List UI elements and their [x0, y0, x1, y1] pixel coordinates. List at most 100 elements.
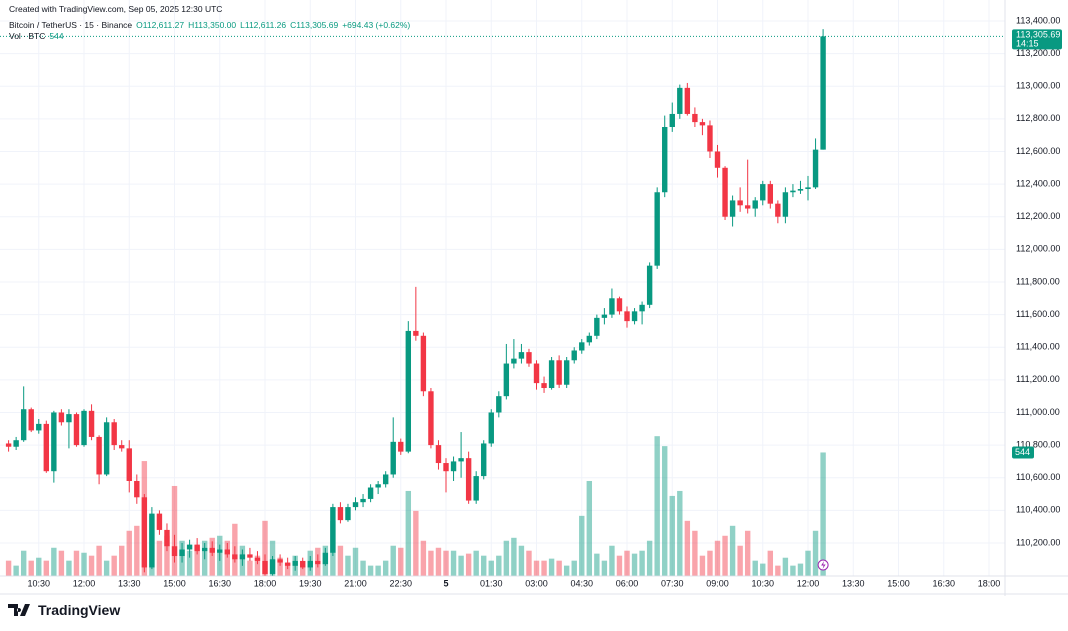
volume-bar [646, 540, 653, 576]
volume-bar [367, 565, 374, 576]
candle-body [767, 184, 774, 204]
volume-bar [20, 550, 27, 576]
candle-body [239, 554, 246, 560]
volume-bar [714, 540, 721, 576]
y-tick-label: 111,000.00 [1016, 407, 1060, 417]
volume-bar [563, 565, 570, 576]
y-tick-label: 111,400.00 [1016, 342, 1060, 352]
volume-bar [360, 560, 366, 576]
volume-bar [300, 565, 306, 576]
created-line: Created with TradingView.com, Sep 05, 20… [9, 4, 410, 15]
volume-bar [639, 550, 645, 576]
volume-bar [194, 545, 200, 576]
volume-bar [767, 550, 774, 576]
candle-body [209, 547, 215, 553]
volume-bar [156, 540, 163, 576]
volume-bar [345, 555, 351, 576]
logo-icon [8, 604, 30, 616]
volume-bar [119, 545, 125, 576]
candle-body [435, 445, 442, 464]
candle-body [601, 314, 608, 318]
volume-bar [186, 550, 193, 576]
volume-bar [707, 550, 713, 576]
volume-bar [73, 550, 80, 576]
volume-bar [405, 490, 412, 576]
candle-body [488, 412, 494, 444]
candle-body [81, 410, 87, 446]
volume-bar [752, 560, 758, 576]
candle-body [292, 560, 298, 566]
volume-bar [503, 540, 510, 576]
candle-body [458, 458, 464, 462]
x-tick-label: 04:30 [570, 578, 593, 588]
volume-bar [66, 560, 72, 576]
volume-bar [760, 563, 766, 576]
candle-body [526, 352, 532, 364]
candle-body [729, 200, 736, 217]
candle-body [13, 440, 19, 447]
logo: TradingView [8, 602, 120, 618]
volume-bar [594, 553, 600, 576]
volume-bar [601, 560, 608, 576]
y-tick-label: 112,400.00 [1016, 178, 1060, 188]
candle-body [413, 330, 419, 336]
x-tick-label: 13:30 [842, 578, 865, 588]
volume-bar [684, 520, 691, 576]
candle-body [352, 502, 359, 508]
candle-body [797, 188, 804, 191]
candle-body [503, 363, 510, 397]
volume-bar [820, 452, 826, 576]
candle-body [360, 498, 366, 503]
candle-body [51, 412, 57, 472]
created-note: Created with TradingView.com, Sep 05, 20… [9, 4, 223, 14]
volume-bar [609, 545, 615, 576]
candle-body [677, 87, 683, 114]
ohlc-open: O112,611.27 [136, 20, 185, 30]
candle-body [579, 342, 585, 351]
volume-bar [729, 525, 736, 576]
candle-body [330, 507, 336, 553]
x-tick-label: 19:30 [299, 578, 322, 588]
volume-bar [111, 555, 117, 576]
x-tick-label: 22:30 [389, 578, 412, 588]
volume-bar [209, 537, 215, 576]
volume-bar [465, 553, 472, 576]
y-tick-label: 110,200.00 [1016, 537, 1060, 547]
x-tick-label: 15:00 [887, 578, 910, 588]
volume-bar [458, 555, 464, 576]
candle-body [533, 363, 540, 384]
volume-bar [171, 485, 178, 576]
candle-body [692, 113, 698, 123]
candle-body [405, 330, 412, 452]
volume-bar [481, 555, 487, 576]
volume-bar [669, 495, 675, 576]
candle-body [684, 87, 691, 114]
candle-body [790, 190, 796, 193]
candle-body [367, 487, 374, 499]
volume-bar [790, 565, 796, 576]
candle-body [548, 360, 555, 389]
candle-body [398, 441, 404, 452]
y-tick-label: 111,200.00 [1016, 374, 1060, 384]
x-tick-label: 21:00 [344, 578, 367, 588]
candle-body [654, 192, 660, 266]
candle-body [443, 463, 449, 472]
candle-body [428, 391, 434, 446]
volume-bar [488, 560, 494, 576]
candle-body [20, 409, 27, 441]
volume-bar [254, 555, 261, 576]
candle-body [119, 445, 125, 449]
x-tick-label: 09:00 [706, 578, 729, 588]
volume-bar [352, 547, 359, 576]
candle-body [36, 423, 42, 431]
volume-bar [548, 558, 555, 576]
alert-bolt [821, 561, 826, 569]
candle-body [269, 559, 276, 574]
candle-body [775, 203, 781, 217]
candle-body [232, 554, 238, 560]
candle-body [737, 200, 743, 206]
y-tick-label: 112,200.00 [1016, 211, 1060, 221]
candle-body [375, 484, 381, 488]
candle-body [43, 423, 50, 472]
countdown-label: 14:15 [1016, 39, 1039, 49]
